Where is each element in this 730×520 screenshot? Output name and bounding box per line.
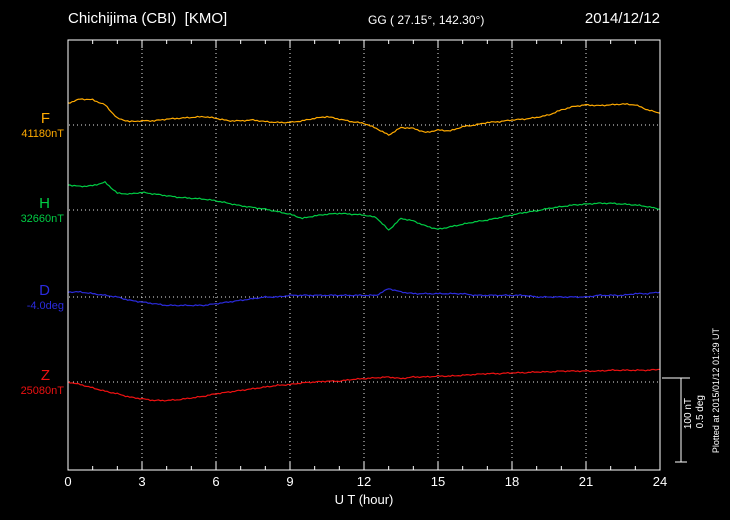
x-tick-label: 0 — [64, 474, 71, 489]
scalebar-nt-label: 100 nT — [683, 398, 694, 430]
x-tick-labels: 0 3 6 9 12 15 18 21 24 — [64, 474, 667, 489]
x-tick-label: 21 — [579, 474, 593, 489]
x-axis-label: U T (hour) — [334, 492, 394, 507]
plot-timestamp-note: Plotted at 2015/01/12 01:29 UT — [711, 328, 721, 454]
trace-F — [67, 98, 661, 136]
series-label-h: H — [39, 195, 50, 212]
x-tick-label: 24 — [653, 474, 667, 489]
series-baseline-h: 32660nT — [20, 213, 64, 225]
x-tick-label: 18 — [505, 474, 519, 489]
series-label-z: Z — [40, 367, 50, 384]
x-tick-label: 9 — [286, 474, 293, 489]
trace-D — [67, 288, 661, 307]
series-baseline-f: 41180nT — [21, 128, 64, 140]
x-tick-label: 6 — [212, 474, 219, 489]
plot-frame — [67, 39, 661, 471]
station-title: Chichijima (CBI) [KMO] — [68, 10, 228, 27]
x-tick-label: 15 — [431, 474, 445, 489]
geographic-coordinates: GG ( 27.15°, 142.30°) — [368, 13, 485, 27]
x-tick-label: 3 — [138, 474, 145, 489]
traces — [67, 98, 661, 402]
trace-H — [67, 180, 661, 231]
x-tick-label: 12 — [357, 474, 371, 489]
series-baseline-z: 25080nT — [20, 385, 64, 397]
axis-ticks — [67, 40, 661, 470]
trace-Z — [67, 368, 661, 402]
series-baseline-d: -4.0deg — [26, 300, 64, 312]
plot-date: 2014/12/12 — [584, 10, 660, 27]
series-label-f: F — [40, 110, 50, 127]
scalebar-deg-label: 0.5 deg — [695, 395, 706, 429]
scalebar — [662, 377, 690, 463]
gridlines — [69, 41, 659, 469]
series-label-d: D — [39, 282, 50, 299]
